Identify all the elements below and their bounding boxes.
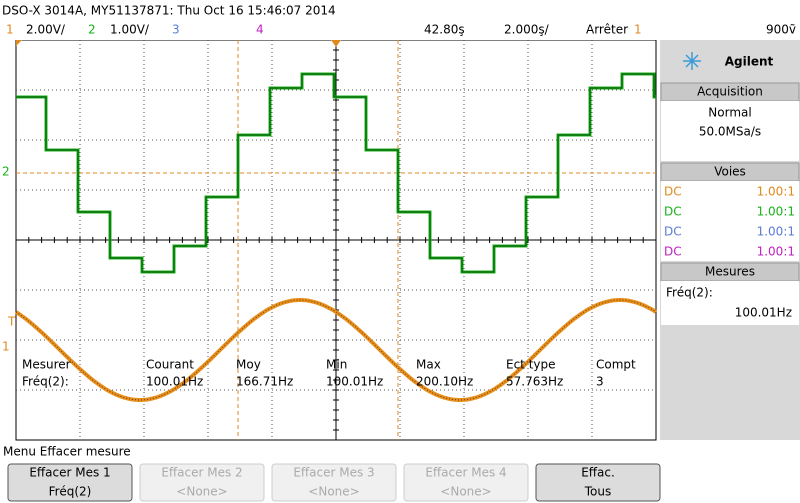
softkey-value: Fréq(2) (49, 485, 92, 499)
measurement-label: Fréq(2): (666, 286, 713, 300)
channel-number: 4 (256, 23, 264, 37)
measurement-value: 200.10Hz (416, 375, 473, 389)
trigger-marker: T (7, 315, 16, 329)
softkey-value: <None> (440, 485, 491, 499)
softkey-label: Effac. (581, 466, 615, 480)
channel-scale: 2.00V/ (26, 23, 66, 37)
measurement-header: Ect type (506, 358, 556, 372)
trigger-position-marker (331, 40, 341, 47)
panel-heading: Voies (714, 165, 746, 179)
softkey (271, 463, 397, 502)
graticule (15, 39, 657, 441)
panel-body (661, 281, 799, 325)
trigger-level: 900ṽ (766, 23, 796, 37)
channel-1-marker: 1 (2, 340, 10, 354)
panel-heading: Mesures (705, 265, 755, 279)
softkey (403, 463, 529, 502)
softkey-value: <None> (308, 485, 359, 499)
measurement-header: Max (416, 358, 441, 372)
measurement-value: 100.01Hz (735, 306, 792, 320)
channel-probe: 1.00:1 (757, 245, 795, 259)
measurement-value: Fréq(2): (22, 375, 69, 389)
measurement-header: Mesurer (22, 358, 71, 372)
measurement-value: 100.01Hz (146, 375, 203, 389)
channel-2-trace-edge (16, 73, 656, 273)
brand: Agilent (725, 55, 774, 69)
softkey-label: Effacer Mes 4 (425, 466, 506, 480)
softkey-value: <None> (176, 485, 227, 499)
horizontal-delay: 42.80ş (424, 23, 465, 37)
measurement-value: 100.01Hz (326, 375, 383, 389)
timebase: 2.000ş/ (504, 23, 550, 37)
measurement-value: 166.71Hz (236, 375, 293, 389)
channel-coupling: DC (664, 185, 682, 199)
softkey-bar (0, 462, 800, 503)
channel-coupling: DC (664, 205, 682, 219)
softkey-label: Effacer Mes 1 (29, 466, 110, 480)
channel-1-trace-edge (15, 299, 657, 401)
agilent-logo (683, 52, 701, 70)
softkey-label: Effacer Mes 2 (161, 466, 242, 480)
softkey[interactable] (7, 463, 133, 502)
acquisition-mode: Normal (708, 106, 751, 120)
softkey (139, 463, 265, 502)
header-bar (0, 0, 800, 40)
panel-heading: Acquisition (697, 85, 763, 99)
panel-body (661, 101, 799, 161)
measurement-value: 3 (596, 375, 604, 389)
softkey-label: Effacer Mes 3 (293, 466, 374, 480)
channel-coupling: DC (664, 225, 682, 239)
sample-rate: 50.0MSa/s (699, 125, 761, 139)
measurement-value: 57.763Hz (506, 375, 563, 389)
channel-probe: 1.00:1 (757, 225, 795, 239)
channel-2-marker: 2 (2, 165, 10, 179)
channel-probe: 1.00:1 (757, 185, 795, 199)
channel-number: 3 (172, 23, 180, 37)
panel-body (661, 181, 799, 261)
measurement-header: Moy (236, 358, 261, 372)
channel-probe: 1.00:1 (757, 205, 795, 219)
measurement-header: Compt (596, 358, 636, 372)
trigger-channel: 1 (634, 23, 642, 37)
header-title: DSO-X 3014A, MY51137871: Thu Oct 16 15:4… (2, 4, 336, 18)
run-state: Arrêter (586, 23, 628, 37)
corner-marker (16, 40, 22, 46)
channel-number: 2 (88, 23, 96, 37)
softkey[interactable] (535, 463, 661, 502)
channel-coupling: DC (664, 245, 682, 259)
channel-scale: 1.00V/ (110, 23, 150, 37)
menu-title: Menu Effacer mesure (3, 445, 131, 459)
softkey-value: Tous (584, 485, 612, 499)
measurement-header: Courant (146, 358, 194, 372)
measurement-header: Min (326, 358, 347, 372)
channel-number: 1 (6, 23, 14, 37)
